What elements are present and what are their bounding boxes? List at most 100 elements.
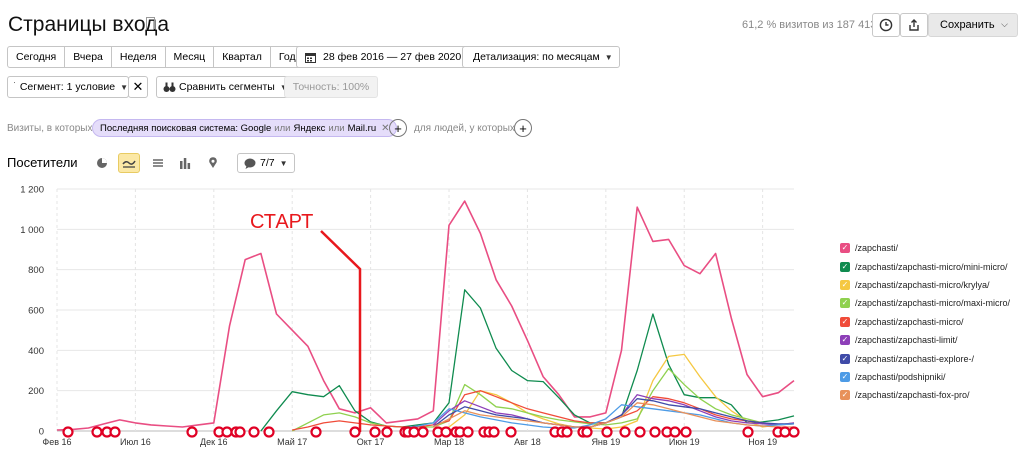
plus-icon: + (394, 120, 402, 136)
legend-label: /zapchasti/ (855, 243, 899, 254)
chevron-down-icon: ▼ (604, 52, 613, 62)
annotation-marker (462, 426, 474, 438)
close-icon[interactable]: ✕ (381, 122, 390, 134)
legend-item[interactable]: ✓ /zapchasti/zapchasti-micro/mini-micro/ (840, 257, 1010, 275)
annotation-marker (440, 426, 452, 438)
legend-item[interactable]: ✓ /zapchasti/zapchasti-micro/ (840, 313, 1010, 331)
y-tick-label: 1 200 (20, 185, 44, 196)
series-line (56, 200, 795, 431)
share-icon (909, 19, 919, 31)
annotation-marker (505, 426, 517, 438)
x-tick-label: Дек 16 (200, 437, 228, 447)
period-month[interactable]: Месяц (164, 47, 214, 67)
checkbox-icon[interactable]: ✓ (840, 261, 850, 272)
pie-chart-icon (97, 158, 107, 168)
checkbox-icon[interactable]: ✓ (840, 279, 850, 290)
annotation-marker (634, 426, 646, 438)
annotation-marker (561, 426, 573, 438)
legend-item[interactable]: ✓ /zapchasti/zapchasti-limit/ (840, 331, 1010, 349)
clear-segment-button[interactable]: ✕ (128, 76, 148, 98)
y-tick-label: 200 (28, 386, 44, 397)
annotation-marker (349, 426, 361, 438)
legend-item[interactable]: ✓ /zapchasti/podshipniki/ (840, 368, 1010, 386)
annotation-marker (680, 426, 692, 438)
checkbox-icon[interactable]: ✓ (840, 390, 850, 401)
area-chart-button[interactable] (147, 153, 169, 173)
annotation-marker (310, 426, 322, 438)
annotation-marker (234, 426, 246, 438)
line-chart-button[interactable] (118, 153, 140, 173)
annotation-marker (62, 426, 74, 438)
filter-chip[interactable]: Последняя поисковая система: Google или … (92, 119, 397, 137)
filter-prefix: Визиты, в которых (7, 123, 93, 134)
legend-item[interactable]: ✓ /zapchasti/zapchasti-micro/maxi-micro/ (840, 294, 1010, 312)
save-button[interactable]: Сохранить ⌵ (928, 13, 1018, 37)
annotation-marker (248, 426, 260, 438)
bookmark-icon[interactable] (146, 17, 155, 29)
checkbox-icon[interactable]: ✓ (840, 371, 850, 382)
legend-label: /zapchasti/zapchasti-micro/maxi-micro/ (855, 298, 1011, 309)
compare-icon (163, 82, 176, 92)
x-tick-label: Ноя 19 (748, 437, 777, 447)
annotation-marker (186, 426, 198, 438)
legend-item[interactable]: ✓ /zapchasti/ (840, 239, 1010, 257)
y-tick-label: 0 (39, 427, 44, 438)
add-condition-button[interactable]: + (389, 119, 407, 137)
checkbox-icon[interactable]: ✓ (840, 243, 850, 254)
period-yesterday[interactable]: Вчера (64, 47, 111, 67)
export-button[interactable] (900, 13, 928, 37)
checkbox-icon[interactable]: ✓ (840, 353, 850, 364)
chart-legend: ✓ /zapchasti/ ✓ /zapchasti/zapchasti-micro/… (840, 239, 1010, 405)
segment-button[interactable]: Сегмент: 1 условие ▼ (7, 76, 129, 98)
period-today[interactable]: Сегодня (16, 51, 57, 63)
plus-icon: + (519, 120, 527, 136)
detail-label: Детализация: по месяцам (473, 51, 600, 63)
series-line (291, 367, 795, 432)
line-chart-icon (122, 160, 136, 168)
save-label: Сохранить (940, 19, 995, 31)
chevron-down-icon: ▼ (120, 82, 128, 92)
date-range-button[interactable]: 28 фев 2016 — 27 фев 2020 (296, 46, 472, 68)
y-tick-label: 400 (28, 346, 44, 357)
annotations-button[interactable]: 7/7 ▼ (237, 153, 295, 173)
period-quarter[interactable]: Квартал (213, 47, 270, 67)
annotation-marker (488, 426, 500, 438)
clock-button[interactable] (872, 13, 900, 37)
y-tick-label: 800 (28, 265, 44, 276)
clock-icon (879, 18, 893, 32)
bar-chart-button[interactable] (174, 153, 196, 173)
bar-chart-icon (180, 157, 191, 169)
detail-select[interactable]: Детализация: по месяцам ▼ (462, 46, 620, 68)
add-people-condition-button[interactable]: + (514, 119, 532, 137)
accuracy-select[interactable]: Точность: 100% (284, 76, 378, 98)
legend-label: /zapchasti/podshipniki/ (855, 371, 946, 382)
map-button[interactable] (202, 153, 224, 173)
annotation-marker (619, 426, 631, 438)
checkbox-icon[interactable]: ✓ (840, 298, 850, 309)
annotation-marker (417, 426, 429, 438)
x-tick-label: Фев 16 (42, 437, 71, 447)
calendar-icon (305, 52, 316, 63)
checkbox-icon[interactable]: ✓ (840, 335, 850, 346)
chevron-down-icon: ⌵ (1001, 19, 1008, 29)
legend-item[interactable]: ✓ /zapchasti/zapchasti-explore-/ (840, 349, 1010, 367)
legend-item[interactable]: ✓ /zapchasti/zapchasti-micro/krylya/ (840, 276, 1010, 294)
pie-chart-button[interactable] (91, 153, 113, 173)
legend-item[interactable]: ✓ /zapchasti/zapchasti-fox-pro/ (840, 386, 1010, 404)
annotation-marker (91, 426, 103, 438)
comment-icon (244, 158, 256, 169)
start-annotation-label: СТАРТ (250, 211, 313, 233)
period-year[interactable]: Год (269, 47, 304, 67)
filter-icon (14, 82, 15, 84)
checkbox-icon[interactable]: ✓ (840, 316, 850, 327)
period-week[interactable]: Неделя (110, 47, 165, 67)
x-tick-label: Янв 19 (591, 437, 620, 447)
stacked-chart-icon (153, 159, 163, 167)
x-tick-label: Июн 19 (669, 437, 700, 447)
accuracy-label: Точность: 100% (292, 81, 370, 93)
y-tick-label: 1 000 (20, 225, 44, 236)
compare-segments-button[interactable]: Сравнить сегменты ▼ (156, 76, 294, 98)
chevron-down-icon: ▼ (280, 83, 288, 92)
annotation-marker (581, 426, 593, 438)
